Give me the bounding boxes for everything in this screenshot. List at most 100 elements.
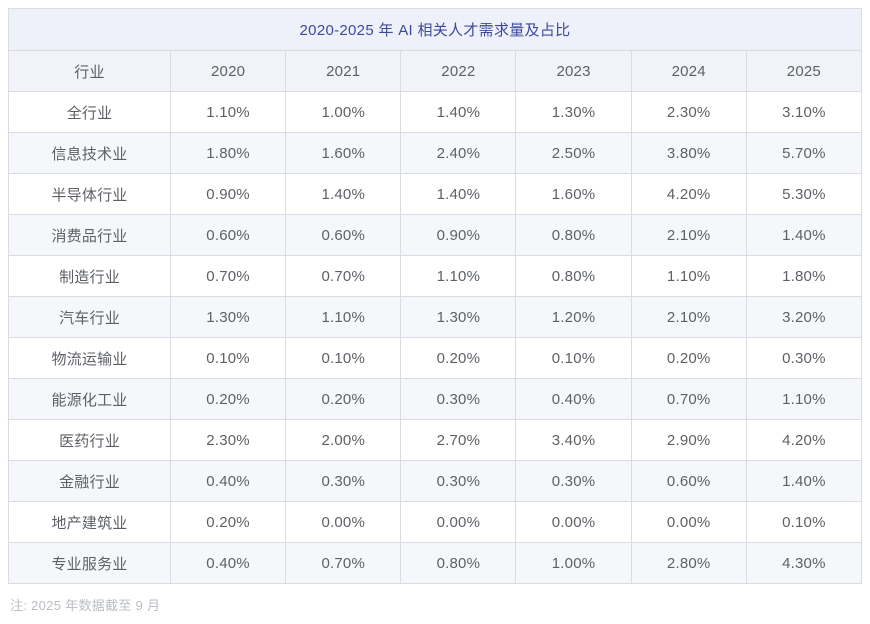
row-label: 物流运输业 — [8, 337, 171, 379]
value-cell: 0.40% — [515, 378, 632, 420]
value-cell: 1.40% — [285, 173, 402, 215]
table-row: 地产建筑业 0.20% 0.00% 0.00% 0.00% 0.00% 0.10% — [8, 501, 863, 543]
column-header: 2023 — [515, 50, 632, 92]
value-cell: 2.90% — [630, 419, 747, 461]
value-cell: 1.20% — [515, 296, 632, 338]
footnote: 注: 2025 年数据截至 9 月 — [10, 598, 161, 613]
table-row: 物流运输业 0.10% 0.10% 0.20% 0.10% 0.20% 0.30% — [8, 337, 863, 379]
value-cell: 0.30% — [745, 337, 863, 379]
table-row: 医药行业 2.30% 2.00% 2.70% 3.40% 2.90% 4.20% — [8, 419, 863, 461]
value-cell: 0.00% — [515, 501, 632, 543]
value-cell: 0.30% — [400, 378, 517, 420]
value-cell: 1.30% — [515, 91, 632, 133]
value-cell: 1.60% — [285, 132, 402, 174]
value-cell: 0.70% — [169, 255, 287, 297]
value-cell: 0.70% — [285, 255, 402, 297]
title-row: 2020-2025 年 AI 相关人才需求量及占比 — [8, 8, 862, 51]
value-cell: 1.80% — [745, 255, 863, 297]
value-cell: 2.50% — [515, 132, 632, 174]
row-label: 地产建筑业 — [8, 501, 171, 543]
value-cell: 0.70% — [630, 378, 747, 420]
value-cell: 1.10% — [745, 378, 863, 420]
table-row: 制造行业 0.70% 0.70% 1.10% 0.80% 1.10% 1.80% — [8, 255, 863, 297]
value-cell: 2.40% — [400, 132, 517, 174]
value-cell: 1.30% — [169, 296, 287, 338]
value-cell: 3.80% — [630, 132, 747, 174]
row-label: 半导体行业 — [8, 173, 171, 215]
value-cell: 1.10% — [630, 255, 747, 297]
row-label: 全行业 — [8, 91, 171, 133]
column-header: 2022 — [400, 50, 517, 92]
value-cell: 0.30% — [400, 460, 517, 502]
value-cell: 1.00% — [285, 91, 402, 133]
column-header: 2024 — [630, 50, 747, 92]
value-cell: 0.10% — [745, 501, 863, 543]
value-cell: 0.60% — [285, 214, 402, 256]
column-header: 2025 — [745, 50, 863, 92]
row-label: 专业服务业 — [8, 542, 171, 584]
value-cell: 2.70% — [400, 419, 517, 461]
value-cell: 3.40% — [515, 419, 632, 461]
value-cell: 1.10% — [285, 296, 402, 338]
value-cell: 1.40% — [745, 214, 863, 256]
column-header: 2020 — [169, 50, 287, 92]
value-cell: 0.20% — [630, 337, 747, 379]
value-cell: 0.40% — [169, 460, 287, 502]
table-body: 全行业 1.10% 1.00% 1.40% 1.30% 2.30% 3.10% 信息技术业 1.… — [8, 91, 863, 584]
table-row: 汽车行业 1.30% 1.10% 1.30% 1.20% 2.10% 3.20% — [8, 296, 863, 338]
table-row: 专业服务业 0.40% 0.70% 0.80% 1.00% 2.80% 4.30% — [8, 542, 863, 584]
table-row: 金融行业 0.40% 0.30% 0.30% 0.30% 0.60% 1.40% — [8, 460, 863, 502]
value-cell: 5.30% — [745, 173, 863, 215]
value-cell: 1.80% — [169, 132, 287, 174]
value-cell: 0.80% — [400, 542, 517, 584]
row-label: 医药行业 — [8, 419, 171, 461]
industry-column-header: 行业 — [8, 50, 171, 92]
value-cell: 0.20% — [400, 337, 517, 379]
value-cell: 0.20% — [285, 378, 402, 420]
column-header: 2021 — [285, 50, 402, 92]
row-label: 金融行业 — [8, 460, 171, 502]
value-cell: 0.90% — [400, 214, 517, 256]
table-row: 能源化工业 0.20% 0.20% 0.30% 0.40% 0.70% 1.10% — [8, 378, 863, 420]
value-cell: 2.10% — [630, 214, 747, 256]
row-label: 能源化工业 — [8, 378, 171, 420]
value-cell: 0.90% — [169, 173, 287, 215]
value-cell: 0.10% — [515, 337, 632, 379]
value-cell: 5.70% — [745, 132, 863, 174]
table-title: 2020-2025 年 AI 相关人才需求量及占比 — [8, 8, 862, 51]
value-cell: 4.20% — [630, 173, 747, 215]
value-cell: 0.80% — [515, 255, 632, 297]
value-cell: 1.10% — [400, 255, 517, 297]
value-cell: 0.10% — [169, 337, 287, 379]
value-cell: 1.40% — [400, 91, 517, 133]
row-label: 信息技术业 — [8, 132, 171, 174]
value-cell: 2.00% — [285, 419, 402, 461]
table-head: 2020-2025 年 AI 相关人才需求量及占比 行业 2020 2021 2022… — [8, 8, 863, 92]
table-row: 半导体行业 0.90% 1.40% 1.40% 1.60% 4.20% 5.30% — [8, 173, 863, 215]
value-cell: 0.00% — [400, 501, 517, 543]
value-cell: 2.80% — [630, 542, 747, 584]
row-label: 制造行业 — [8, 255, 171, 297]
value-cell: 4.30% — [745, 542, 863, 584]
value-cell: 3.20% — [745, 296, 863, 338]
table-row: 消费品行业 0.60% 0.60% 0.90% 0.80% 2.10% 1.40% — [8, 214, 863, 256]
value-cell: 4.20% — [745, 419, 863, 461]
value-cell: 1.10% — [169, 91, 287, 133]
row-label: 汽车行业 — [8, 296, 171, 338]
value-cell: 1.60% — [515, 173, 632, 215]
header-row: 行业 2020 2021 2022 2023 2024 2025 — [8, 50, 863, 92]
value-cell: 3.10% — [745, 91, 863, 133]
value-cell: 0.10% — [285, 337, 402, 379]
value-cell: 0.80% — [515, 214, 632, 256]
value-cell: 0.60% — [169, 214, 287, 256]
table-row: 全行业 1.10% 1.00% 1.40% 1.30% 2.30% 3.10% — [8, 91, 863, 133]
value-cell: 1.00% — [515, 542, 632, 584]
value-cell: 0.30% — [285, 460, 402, 502]
value-cell: 0.30% — [515, 460, 632, 502]
value-cell: 1.40% — [400, 173, 517, 215]
value-cell: 0.70% — [285, 542, 402, 584]
value-cell: 2.30% — [630, 91, 747, 133]
data-table: 2020-2025 年 AI 相关人才需求量及占比 行业 2020 2021 2022… — [8, 8, 863, 584]
value-cell: 2.30% — [169, 419, 287, 461]
value-cell: 0.00% — [630, 501, 747, 543]
